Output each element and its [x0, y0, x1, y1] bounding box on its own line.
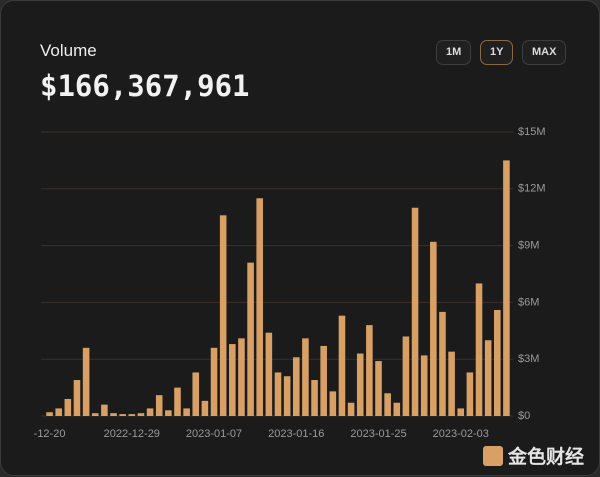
- bar: [165, 410, 172, 416]
- bar: [91, 413, 99, 416]
- bar: [265, 332, 273, 416]
- watermark-logo: [483, 445, 503, 466]
- y-tick-label: $0: [518, 410, 530, 422]
- bar: [55, 408, 62, 416]
- bar: [402, 336, 410, 416]
- bar: [82, 347, 90, 416]
- bar: [283, 376, 291, 416]
- bar: [484, 340, 492, 416]
- x-tick-label: 2023-01-16: [268, 428, 324, 440]
- bar: [430, 241, 437, 416]
- bar: [347, 402, 355, 416]
- y-tick-label: $12M: [518, 183, 546, 195]
- bar: [155, 395, 163, 416]
- bar: [320, 345, 327, 416]
- bar: [366, 325, 373, 416]
- x-tick-label: 2023-01-25: [350, 428, 406, 440]
- bar: [64, 398, 72, 416]
- bar: [393, 402, 401, 416]
- bar: [201, 400, 209, 416]
- bar: [356, 353, 364, 416]
- bar: [494, 309, 501, 416]
- x-tick-label: 2023-02-03: [433, 428, 489, 440]
- bar: [448, 351, 455, 416]
- bar: [101, 404, 108, 416]
- bar: [256, 198, 264, 416]
- bar: [110, 413, 117, 416]
- bar: [137, 413, 145, 416]
- bar: [329, 391, 337, 416]
- title: Volume: [40, 41, 97, 60]
- bar: [292, 357, 300, 416]
- bar: [128, 414, 136, 416]
- bar: [229, 344, 236, 416]
- y-tick-label: $9M: [518, 240, 539, 252]
- bar: [466, 372, 474, 416]
- range-button[interactable]: 1M: [436, 40, 472, 65]
- bar: [174, 387, 181, 416]
- bar: [219, 215, 227, 416]
- bar: [146, 408, 154, 416]
- watermark: 金色财经: [483, 442, 584, 469]
- bar: [183, 408, 190, 416]
- bar: [311, 380, 318, 416]
- x-tick-label: 2022-12-29: [104, 428, 160, 440]
- bar: [411, 207, 419, 416]
- range-button[interactable]: 1Y: [480, 40, 514, 65]
- bar: [119, 414, 126, 416]
- y-tick-label: $3M: [518, 353, 539, 365]
- bar: [247, 262, 254, 416]
- watermark-text: 金色财经: [508, 447, 585, 468]
- y-tick-label: $6M: [518, 296, 539, 308]
- bar: [302, 338, 309, 416]
- bar: [73, 380, 81, 416]
- range-button[interactable]: MAX: [522, 40, 567, 65]
- bar: [475, 283, 483, 416]
- bar: [384, 393, 391, 416]
- x-tick-label: -12-20: [34, 428, 66, 440]
- bar: [210, 347, 218, 416]
- bar: [238, 338, 245, 416]
- bar: [375, 361, 382, 416]
- y-tick-label: $15M: [518, 126, 546, 138]
- x-tick-label: 2023-01-07: [186, 428, 242, 440]
- bar: [274, 372, 282, 416]
- bar: [46, 412, 53, 416]
- bar: [457, 408, 465, 416]
- bar: [192, 372, 200, 416]
- bar: [439, 311, 446, 416]
- bar: [338, 315, 346, 416]
- total-volume: $166,367,961: [40, 69, 250, 103]
- bar: [503, 160, 510, 416]
- bar: [420, 355, 428, 416]
